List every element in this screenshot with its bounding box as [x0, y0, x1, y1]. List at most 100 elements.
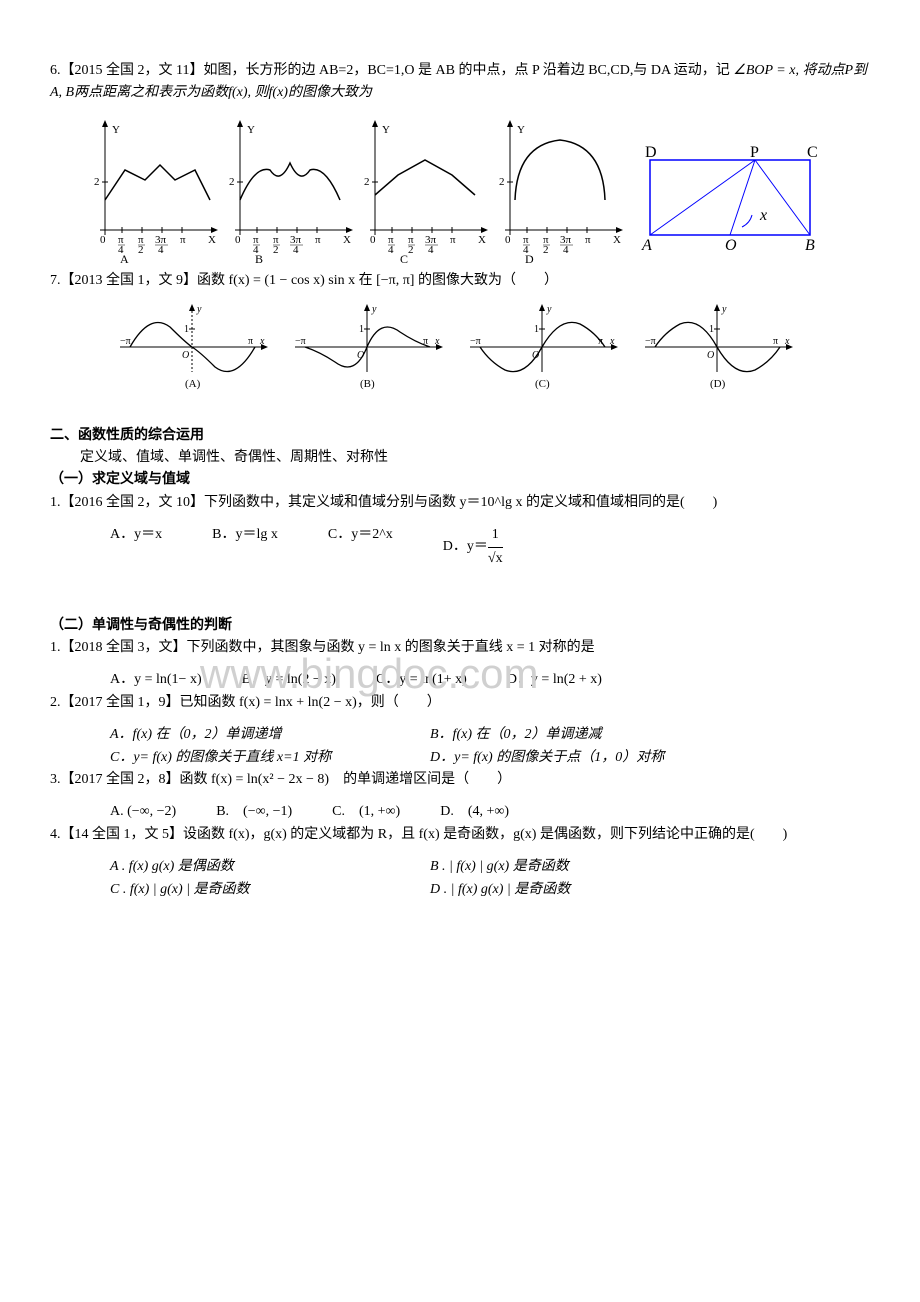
svg-text:O: O: [707, 350, 714, 361]
svg-text:X: X: [343, 234, 351, 246]
opt-D: D. (4, +∞): [440, 801, 509, 823]
opt-C: C．y＝2^x: [328, 524, 393, 570]
svg-text:4: 4: [563, 244, 569, 256]
opt-D: D．y = ln(2 + x): [507, 669, 602, 691]
svg-text:x: x: [784, 336, 790, 347]
opt-A: A．y＝x: [110, 524, 162, 570]
opt-C: C. (1, +∞): [332, 801, 400, 823]
sub2-q2-stem: 2.【2017 全国 1，9】已知函数 f(x) = lnx + ln(2 − …: [50, 695, 441, 710]
svg-text:A: A: [120, 252, 129, 265]
svg-text:1: 1: [184, 324, 189, 335]
svg-text:2: 2: [138, 244, 144, 256]
svg-text:B: B: [805, 237, 815, 254]
opt-A: A．y = ln(1− x): [110, 669, 202, 691]
svg-text:π: π: [315, 234, 321, 246]
svg-text:π: π: [585, 234, 591, 246]
sub2-q3-stem: 3.【2017 全国 2，8】函数 f(x) = ln(x² − 2x − 8)…: [50, 772, 511, 787]
svg-text:C: C: [807, 145, 818, 161]
svg-text:−π: −π: [645, 336, 656, 347]
svg-text:−π: −π: [295, 336, 306, 347]
svg-text:B: B: [255, 252, 263, 265]
svg-text:0: 0: [235, 234, 241, 246]
svg-text:2: 2: [229, 176, 235, 188]
opt-B: B．f(x) 在（0，2）单调递减: [430, 727, 601, 742]
sub2-q4-stem: 4.【14 全国 1，文 5】设函数 f(x)，g(x) 的定义域都为 R，且 …: [50, 827, 787, 842]
opt-A: A. (−∞, −2): [110, 801, 176, 823]
q6-text: 6.【2015 全国 2，文 11】如图，长方形的边 AB=2，BC=1,O 是…: [50, 63, 867, 100]
svg-text:π: π: [180, 234, 186, 246]
opt-B: B . | f(x) | g(x) 是奇函数: [430, 859, 569, 874]
sub2-q1-stem: 1.【2018 全国 3，文】下列函数中，其图象与函数 y = ln x 的图象…: [50, 640, 595, 655]
svg-text:Y: Y: [247, 124, 255, 136]
svg-text:−π: −π: [120, 336, 131, 347]
opt-B: B. (−∞, −1): [216, 801, 292, 823]
opt-C: C．y= f(x) 的图像关于直线 x=1 对称: [110, 750, 331, 765]
q6-graph-B: Y 2 0 π4 π2 3π4 π X B: [225, 115, 355, 265]
svg-text:4: 4: [428, 244, 434, 256]
svg-text:(C): (C): [535, 378, 550, 390]
sub2-q2-options: A．f(x) 在（0，2）单调递增 B．f(x) 在（0，2）单调递减 C．y=…: [110, 724, 870, 769]
svg-text:4: 4: [293, 244, 299, 256]
opt-D: D．y＝1√x: [443, 524, 503, 570]
q6-rect-diagram: D P C A O B x: [630, 145, 820, 265]
svg-text:2: 2: [364, 176, 370, 188]
svg-text:2: 2: [408, 244, 414, 256]
svg-text:x: x: [434, 336, 440, 347]
svg-text:x: x: [759, 207, 767, 224]
svg-text:(B): (B): [360, 378, 375, 390]
svg-text:X: X: [208, 234, 216, 246]
svg-text:x: x: [609, 336, 615, 347]
svg-text:π: π: [773, 336, 778, 347]
sub2-q2: 2.【2017 全国 1，9】已知函数 f(x) = lnx + ln(2 − …: [50, 692, 870, 714]
sub2-title: （二）单调性与奇偶性的判断: [50, 615, 870, 637]
opt-D: D . | f(x) g(x) | 是奇函数: [430, 882, 570, 897]
svg-text:y: y: [721, 304, 727, 315]
q7-graphs: y x 1 −π π O (A) y x 1 −π π O (B) y x 1 …: [110, 302, 870, 392]
svg-text:2: 2: [94, 176, 100, 188]
svg-text:D: D: [645, 145, 657, 161]
sub1-q1-stem: 1.【2016 全国 2，文 10】下列函数中，其定义域和值域分别与函数 y＝1…: [50, 495, 717, 510]
svg-text:D: D: [525, 252, 534, 265]
question-6: 6.【2015 全国 2，文 11】如图，长方形的边 AB=2，BC=1,O 是…: [50, 60, 870, 105]
sub2-q4-options: A . f(x) g(x) 是偶函数 B . | f(x) | g(x) 是奇函…: [110, 856, 870, 901]
svg-text:4: 4: [158, 244, 164, 256]
sub2-q3: 3.【2017 全国 2，8】函数 f(x) = ln(x² − 2x − 8)…: [50, 769, 870, 791]
svg-text:y: y: [546, 304, 552, 315]
svg-text:π: π: [450, 234, 456, 246]
svg-text:π: π: [248, 336, 253, 347]
svg-text:X: X: [478, 234, 486, 246]
sub2-q4: 4.【14 全国 1，文 5】设函数 f(x)，g(x) 的定义域都为 R，且 …: [50, 824, 870, 846]
svg-text:x: x: [259, 336, 265, 347]
q7-graph-C: y x 1 −π π O (C): [460, 302, 625, 392]
svg-text:A: A: [641, 237, 652, 254]
opt-B: B．y = ln(2 − x): [242, 669, 336, 691]
svg-text:0: 0: [505, 234, 511, 246]
sub1-title: （一）求定义域与值域: [50, 469, 870, 491]
opt-A: A．f(x) 在（0，2）单调递增: [110, 727, 281, 742]
svg-text:X: X: [613, 234, 621, 246]
sub2-q1-options: A．y = ln(1− x) B．y = ln(2 − x) C．y = ln(…: [110, 669, 870, 691]
opt-D: D．y= f(x) 的图像关于点（1，0）对称: [430, 750, 664, 765]
q6-graph-D: Y 2 0 π4 π2 3π4 π X D: [495, 115, 625, 265]
q6-graph-C: Y 2 0 π4 π2 3π4 π X C: [360, 115, 490, 265]
section2-subtitle: 定义域、值域、单调性、奇偶性、周期性、对称性: [80, 447, 870, 469]
svg-text:0: 0: [370, 234, 376, 246]
sub1-q1-options: A．y＝x B．y＝lg x C．y＝2^x D．y＝1√x: [110, 524, 870, 570]
svg-text:y: y: [196, 304, 202, 315]
svg-text:Y: Y: [382, 124, 390, 136]
svg-text:1: 1: [359, 324, 364, 335]
q7-graph-B: y x 1 −π π O (B): [285, 302, 450, 392]
svg-text:−π: −π: [470, 336, 481, 347]
svg-text:0: 0: [100, 234, 106, 246]
svg-text:Y: Y: [112, 124, 120, 136]
opt-C: C．y = ln(1+ x): [376, 669, 467, 691]
svg-text:2: 2: [273, 244, 279, 256]
svg-text:Y: Y: [517, 124, 525, 136]
sub2-q3-options: A. (−∞, −2) B. (−∞, −1) C. (1, +∞) D. (4…: [110, 801, 870, 823]
opt-B: B．y＝lg x: [212, 524, 278, 570]
sub2-q1: 1.【2018 全国 3，文】下列函数中，其图象与函数 y = ln x 的图象…: [50, 637, 870, 659]
q7-graph-A: y x 1 −π π O (A): [110, 302, 275, 392]
opt-A: A . f(x) g(x) 是偶函数: [110, 859, 234, 874]
svg-text:y: y: [371, 304, 377, 315]
section2-title: 二、函数性质的综合运用: [50, 425, 870, 447]
